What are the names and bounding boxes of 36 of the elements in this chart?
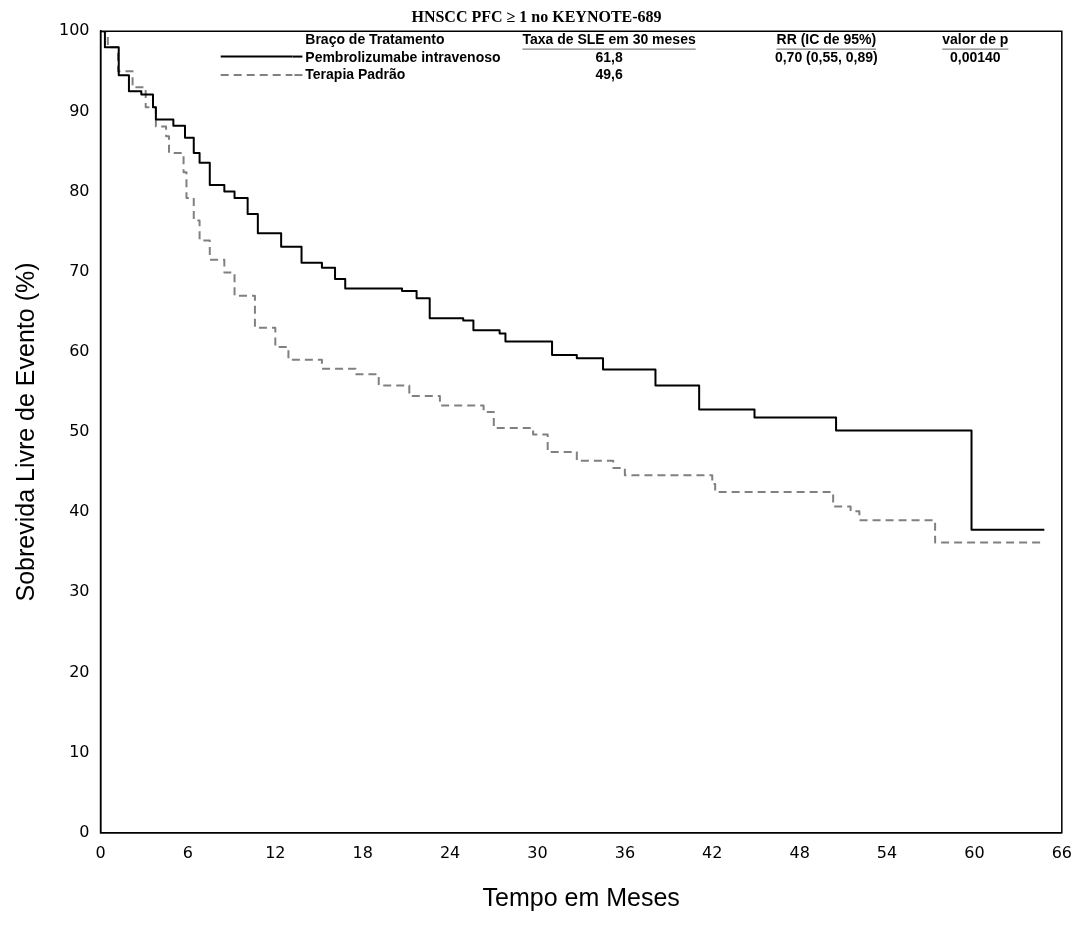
legend-label: Pembrolizumabe intravenoso — [305, 49, 501, 66]
x-tick-label: 24 — [439, 842, 461, 862]
x-tick-label: 42 — [702, 842, 723, 862]
annotation: 0,00140 — [950, 49, 1001, 66]
y-axis-title: Sobrevida Livre de Evento (%) — [10, 262, 39, 602]
y-tick-label: 0 — [79, 821, 90, 841]
y-tick-label: 50 — [69, 421, 90, 441]
x-tick-label: 48 — [789, 842, 810, 862]
annotation: Taxa de SLE em 30 meses — [522, 31, 696, 48]
x-tick-label: 60 — [964, 842, 985, 862]
y-tick-label: 10 — [69, 741, 90, 761]
x-tick-label: 12 — [265, 842, 286, 862]
y-tick-label: 20 — [69, 661, 90, 681]
x-tick-label: 6 — [182, 842, 194, 862]
annotation: 49,6 — [595, 66, 623, 83]
y-tick-label: 60 — [69, 341, 90, 360]
chart-title: HNSCC PFC ≥ 1 no KEYNOTE-689 — [411, 7, 662, 25]
x-tick-label: 36 — [614, 842, 636, 862]
y-tick-label: 100 — [58, 20, 90, 40]
y-tick-label: 30 — [69, 581, 90, 601]
legend-label: Terapia Padrão — [305, 66, 406, 83]
x-tick-label: 66 — [1051, 842, 1072, 862]
y-tick-label: 70 — [69, 260, 90, 280]
annotation: 61,8 — [595, 49, 623, 66]
x-tick-label: 54 — [876, 842, 898, 862]
y-tick-label: 40 — [69, 501, 90, 521]
x-tick-label: 0 — [95, 842, 106, 862]
y-tick-label: 90 — [69, 100, 90, 120]
annotation: valor de p — [942, 31, 1009, 48]
annotation: 0,70 (0,55, 0,89) — [774, 49, 878, 66]
y-tick-label: 80 — [69, 180, 90, 200]
x-tick-label: 18 — [352, 842, 373, 862]
x-axis-title: Tempo em Meses — [482, 882, 680, 911]
annotation: RR (IC de 95%) — [776, 31, 877, 48]
legend-title: Braço de Tratamento — [305, 31, 445, 48]
x-tick-label: 30 — [527, 842, 548, 862]
